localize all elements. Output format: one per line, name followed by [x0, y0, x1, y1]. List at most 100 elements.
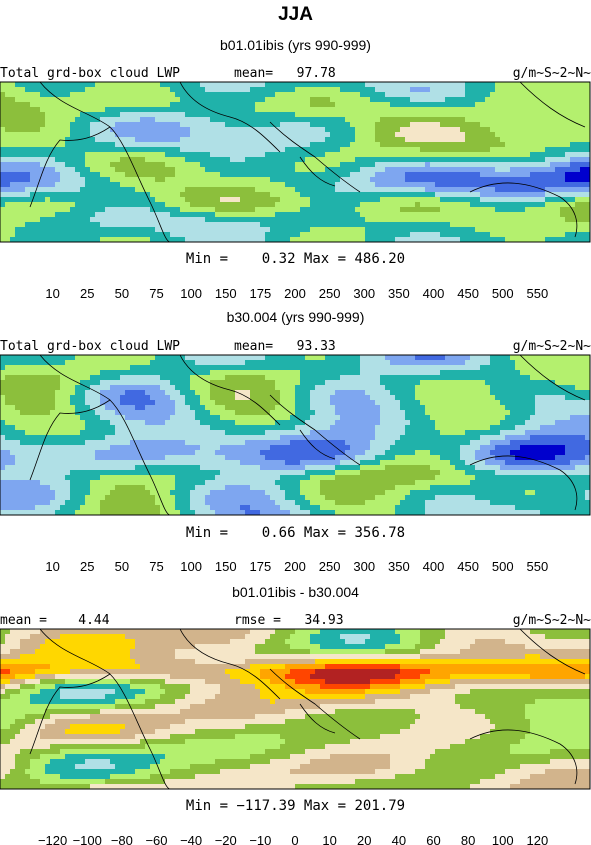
map-field-cell	[465, 237, 471, 242]
map-field-cell	[490, 112, 496, 118]
map-field-cell	[330, 147, 336, 153]
map-field-cell	[500, 355, 506, 361]
map-field-cell	[170, 162, 176, 168]
map-field-cell	[110, 82, 116, 88]
map-field-cell	[140, 92, 146, 98]
map-field-cell	[95, 112, 101, 118]
map-field-cell	[355, 400, 361, 406]
map-field-cell	[450, 222, 456, 228]
map-field-cell	[340, 212, 346, 218]
map-field-cell	[285, 152, 291, 158]
map-field-cell	[50, 375, 56, 381]
map-field-cell	[75, 227, 81, 233]
map-field-cell	[440, 107, 446, 113]
map-field-cell	[15, 152, 21, 158]
map-field-cell	[560, 112, 566, 118]
map-field-cell	[75, 112, 81, 118]
map-field-cell	[280, 212, 286, 218]
map-field-cell	[315, 177, 321, 183]
map-field-cell	[140, 142, 146, 148]
map-field-cell	[105, 127, 111, 133]
map-field-cell	[65, 380, 71, 386]
map-field-cell	[185, 172, 191, 178]
map-field-cell	[110, 97, 116, 103]
map-field-cell	[55, 222, 61, 228]
map-field-cell	[5, 167, 11, 173]
map-field-cell	[390, 107, 396, 113]
map-field-cell	[225, 87, 231, 93]
map-field-cell	[380, 370, 386, 376]
map-field-cell	[165, 212, 171, 218]
map-field-cell	[295, 177, 301, 183]
map-field-cell	[525, 222, 531, 228]
map-field-cell	[150, 182, 156, 188]
map-field-cell	[395, 182, 401, 188]
map-field-cell	[435, 232, 441, 238]
map-field-cell	[475, 172, 481, 178]
map-field-cell	[410, 375, 416, 381]
map-field-cell	[105, 157, 111, 163]
map-field-cell	[465, 102, 471, 108]
map-field-cell	[320, 162, 326, 168]
map-field-cell	[65, 142, 71, 148]
map-field-cell	[585, 177, 590, 183]
map-field-cell	[160, 167, 166, 173]
map-field-cell	[460, 177, 466, 183]
map-field-cell	[310, 197, 316, 203]
map-field-cell	[555, 147, 561, 153]
map-field-cell	[550, 147, 556, 153]
map-field-cell	[15, 237, 21, 242]
map-field-cell	[580, 187, 586, 193]
map-field-cell	[520, 360, 526, 366]
map-field-cell	[30, 132, 36, 138]
map-field-cell	[190, 162, 196, 168]
map-field-cell	[450, 87, 456, 93]
map-field-cell	[415, 385, 421, 391]
map-field-cell	[410, 370, 416, 376]
map-field-cell	[355, 355, 361, 361]
map-field-cell	[560, 162, 566, 168]
map-field-cell	[160, 222, 166, 228]
map-field-cell	[110, 87, 116, 93]
map-field-cell	[55, 197, 61, 203]
map-field-cell	[565, 92, 571, 98]
map-field-cell	[255, 365, 261, 371]
map-field-cell	[135, 142, 141, 148]
map-field-cell	[320, 87, 326, 93]
map-field-cell	[265, 390, 271, 396]
map-field-cell	[340, 197, 346, 203]
map-field-cell	[25, 192, 31, 198]
map-field-cell	[475, 122, 481, 128]
map-field-cell	[260, 222, 266, 228]
map-field-cell	[155, 177, 161, 183]
map-field-cell	[130, 187, 136, 193]
map-field-cell	[45, 207, 51, 213]
map-field-cell	[545, 102, 551, 108]
map-field-cell	[305, 400, 311, 406]
map-field-cell	[555, 187, 561, 193]
map-field-cell	[245, 385, 251, 391]
map-field-cell	[35, 132, 41, 138]
map-field-cell	[135, 122, 141, 128]
map-field-cell	[195, 400, 201, 406]
map-field-cell	[265, 232, 271, 238]
map-field-cell	[390, 177, 396, 183]
map-field-cell	[345, 157, 351, 163]
map-field-cell	[200, 127, 206, 133]
map-field-cell	[430, 390, 436, 396]
map-field-cell	[105, 370, 111, 376]
map-field-cell	[290, 167, 296, 173]
map-field-cell	[365, 370, 371, 376]
map-field-cell	[250, 157, 256, 163]
map-field-cell	[380, 162, 386, 168]
map-field-cell	[180, 375, 186, 381]
map-field-cell	[95, 375, 101, 381]
map-field-cell	[335, 107, 341, 113]
map-field-cell	[475, 360, 481, 366]
map-field-cell	[285, 217, 291, 223]
map-field-cell	[280, 365, 286, 371]
map-field-cell	[30, 172, 36, 178]
map-field-cell	[465, 122, 471, 128]
map-field-cell	[45, 380, 51, 386]
map-field-cell	[420, 142, 426, 148]
